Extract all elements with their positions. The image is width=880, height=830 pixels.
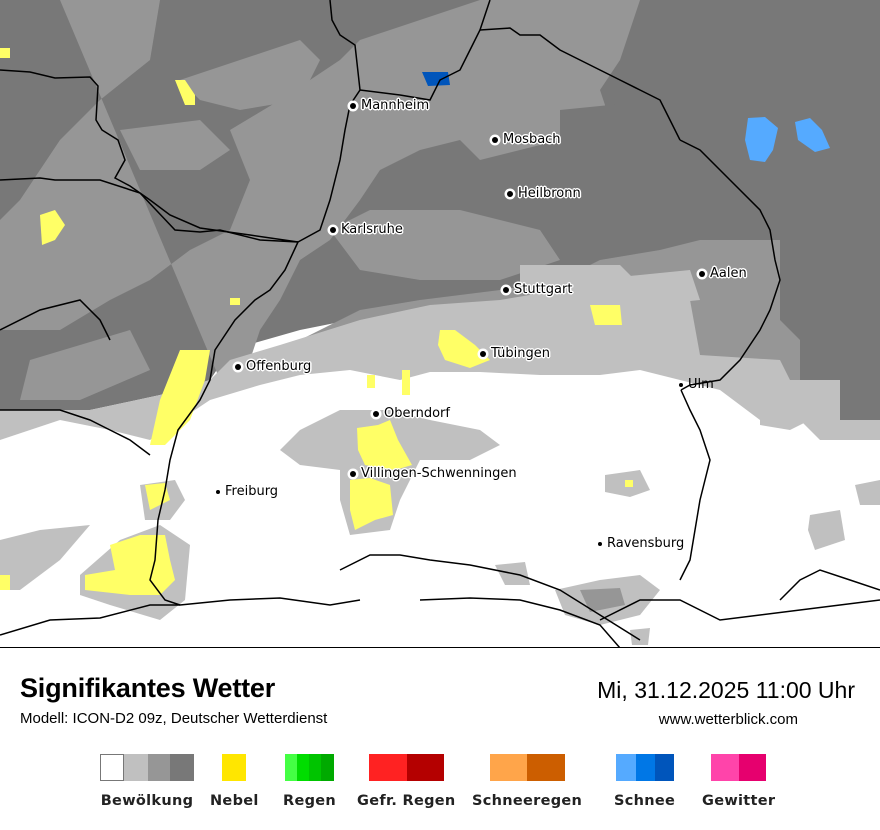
legend-item-regen: Regen <box>283 754 336 809</box>
weather-map: Mannheim Mosbach Heilbronn Karlsruhe Aal… <box>0 0 880 648</box>
city-label: Oberndorf <box>384 406 450 421</box>
city-label: Tübingen <box>491 346 550 361</box>
swatch-sleet-2 <box>526 754 565 781</box>
city-marker: Tübingen <box>480 346 550 361</box>
model-source: Modell: ICON-D2 09z, Deutscher Wetterdie… <box>20 710 328 727</box>
swatch-freezing-rain-1 <box>368 754 407 781</box>
swatch-snow-2 <box>635 754 655 781</box>
city-label: Heilbronn <box>518 186 581 201</box>
weather-map-canvas <box>0 0 880 647</box>
fog-regions <box>0 48 633 595</box>
legend-item-schneeregen: Schneeregen <box>472 754 582 809</box>
city-marker: Villingen-Schwenningen <box>350 466 517 481</box>
city-dot-icon <box>330 226 336 233</box>
city-label: Villingen-Schwenningen <box>361 466 517 481</box>
legend-swatches <box>222 754 247 781</box>
city-marker: Heilbronn <box>507 186 581 201</box>
cloud-light-region <box>0 290 880 440</box>
city-dot-icon <box>216 489 220 494</box>
city-label: Aalen <box>710 266 747 281</box>
swatch-sleet-1 <box>489 754 527 781</box>
legend-swatches <box>489 754 565 781</box>
cloud-patch <box>280 410 500 535</box>
swatch-snow-1 <box>615 754 636 781</box>
city-dot-icon <box>492 136 498 143</box>
city-dot-icon <box>235 363 241 370</box>
legend-item-gefr-regen: Gefr. Regen <box>357 754 456 809</box>
legend-item-schnee: Schnee <box>614 754 675 809</box>
city-dot-icon <box>350 470 356 477</box>
city-label: Ravensburg <box>607 536 685 551</box>
legend-label: Schneeregen <box>472 793 583 809</box>
city-dot-icon <box>679 382 683 387</box>
page-title: Signifikantes Wetter <box>20 673 276 703</box>
swatch-cloud-dark <box>170 754 194 781</box>
legend-label: Regen <box>283 793 337 809</box>
city-dot-icon <box>373 410 379 417</box>
legend-label: Nebel <box>210 793 259 809</box>
city-dot-icon <box>699 270 705 277</box>
legend-swatches <box>711 754 767 781</box>
city-marker: Ravensburg <box>598 536 684 551</box>
legend: Bewölkung Nebel Regen Gefr. Regen <box>0 754 880 824</box>
city-label: Mannheim <box>361 98 430 113</box>
map-footer: Signifikantes Wetter Modell: ICON-D2 09z… <box>0 649 880 830</box>
legend-swatches <box>368 754 444 781</box>
website-link: www.wetterblick.com <box>658 711 798 728</box>
swatch-rain-1 <box>285 754 298 781</box>
city-dot-icon <box>350 102 356 109</box>
legend-swatches <box>285 754 335 781</box>
city-label: Offenburg <box>246 359 312 374</box>
legend-swatches <box>100 754 194 781</box>
city-label: Freiburg <box>225 484 279 499</box>
forecast-datetime: Mi, 31.12.2025 11:00 Uhr <box>597 677 855 703</box>
swatch-fog <box>222 754 247 781</box>
city-label: Ulm <box>688 377 714 392</box>
swatch-rain-2 <box>297 754 310 781</box>
legend-item-bewoelkung: Bewölkung <box>100 754 194 809</box>
swatch-rain-3 <box>309 754 322 781</box>
city-marker: Oberndorf <box>373 406 450 421</box>
political-borders <box>0 0 880 647</box>
city-marker: Freiburg <box>216 484 278 499</box>
snow-regions <box>422 72 830 162</box>
legend-label: Schnee <box>614 793 676 809</box>
swatch-thunderstorm-1 <box>711 754 740 781</box>
city-dot-icon <box>480 350 486 357</box>
city-dot-icon <box>503 286 509 293</box>
city-marker: Mannheim <box>350 98 429 113</box>
legend-label: Bewölkung <box>100 793 194 809</box>
city-label: Karlsruhe <box>341 222 403 237</box>
legend-label: Gefr. Regen <box>357 793 456 809</box>
city-dot-icon <box>598 541 602 546</box>
city-marker: Ulm <box>679 377 714 392</box>
swatch-freezing-rain-2 <box>406 754 444 781</box>
city-marker: Stuttgart <box>503 282 572 297</box>
city-label: Stuttgart <box>514 282 573 297</box>
city-marker: Offenburg <box>235 359 311 374</box>
legend-label: Gewitter <box>702 793 776 809</box>
legend-item-gewitter: Gewitter <box>702 754 775 809</box>
city-marker: Mosbach <box>492 132 561 147</box>
swatch-rain-4 <box>321 754 335 781</box>
legend-swatches <box>615 754 674 781</box>
city-label: Mosbach <box>503 132 561 147</box>
swatch-thunderstorm-2 <box>739 754 767 781</box>
swatch-clear <box>100 754 124 781</box>
swatch-cloud-medium <box>148 754 170 781</box>
swatch-cloud-light <box>124 754 148 781</box>
city-marker: Aalen <box>699 266 747 281</box>
legend-item-nebel: Nebel <box>210 754 259 809</box>
swatch-snow-3 <box>654 754 674 781</box>
city-marker: Karlsruhe <box>330 222 403 237</box>
city-dot-icon <box>507 190 513 197</box>
